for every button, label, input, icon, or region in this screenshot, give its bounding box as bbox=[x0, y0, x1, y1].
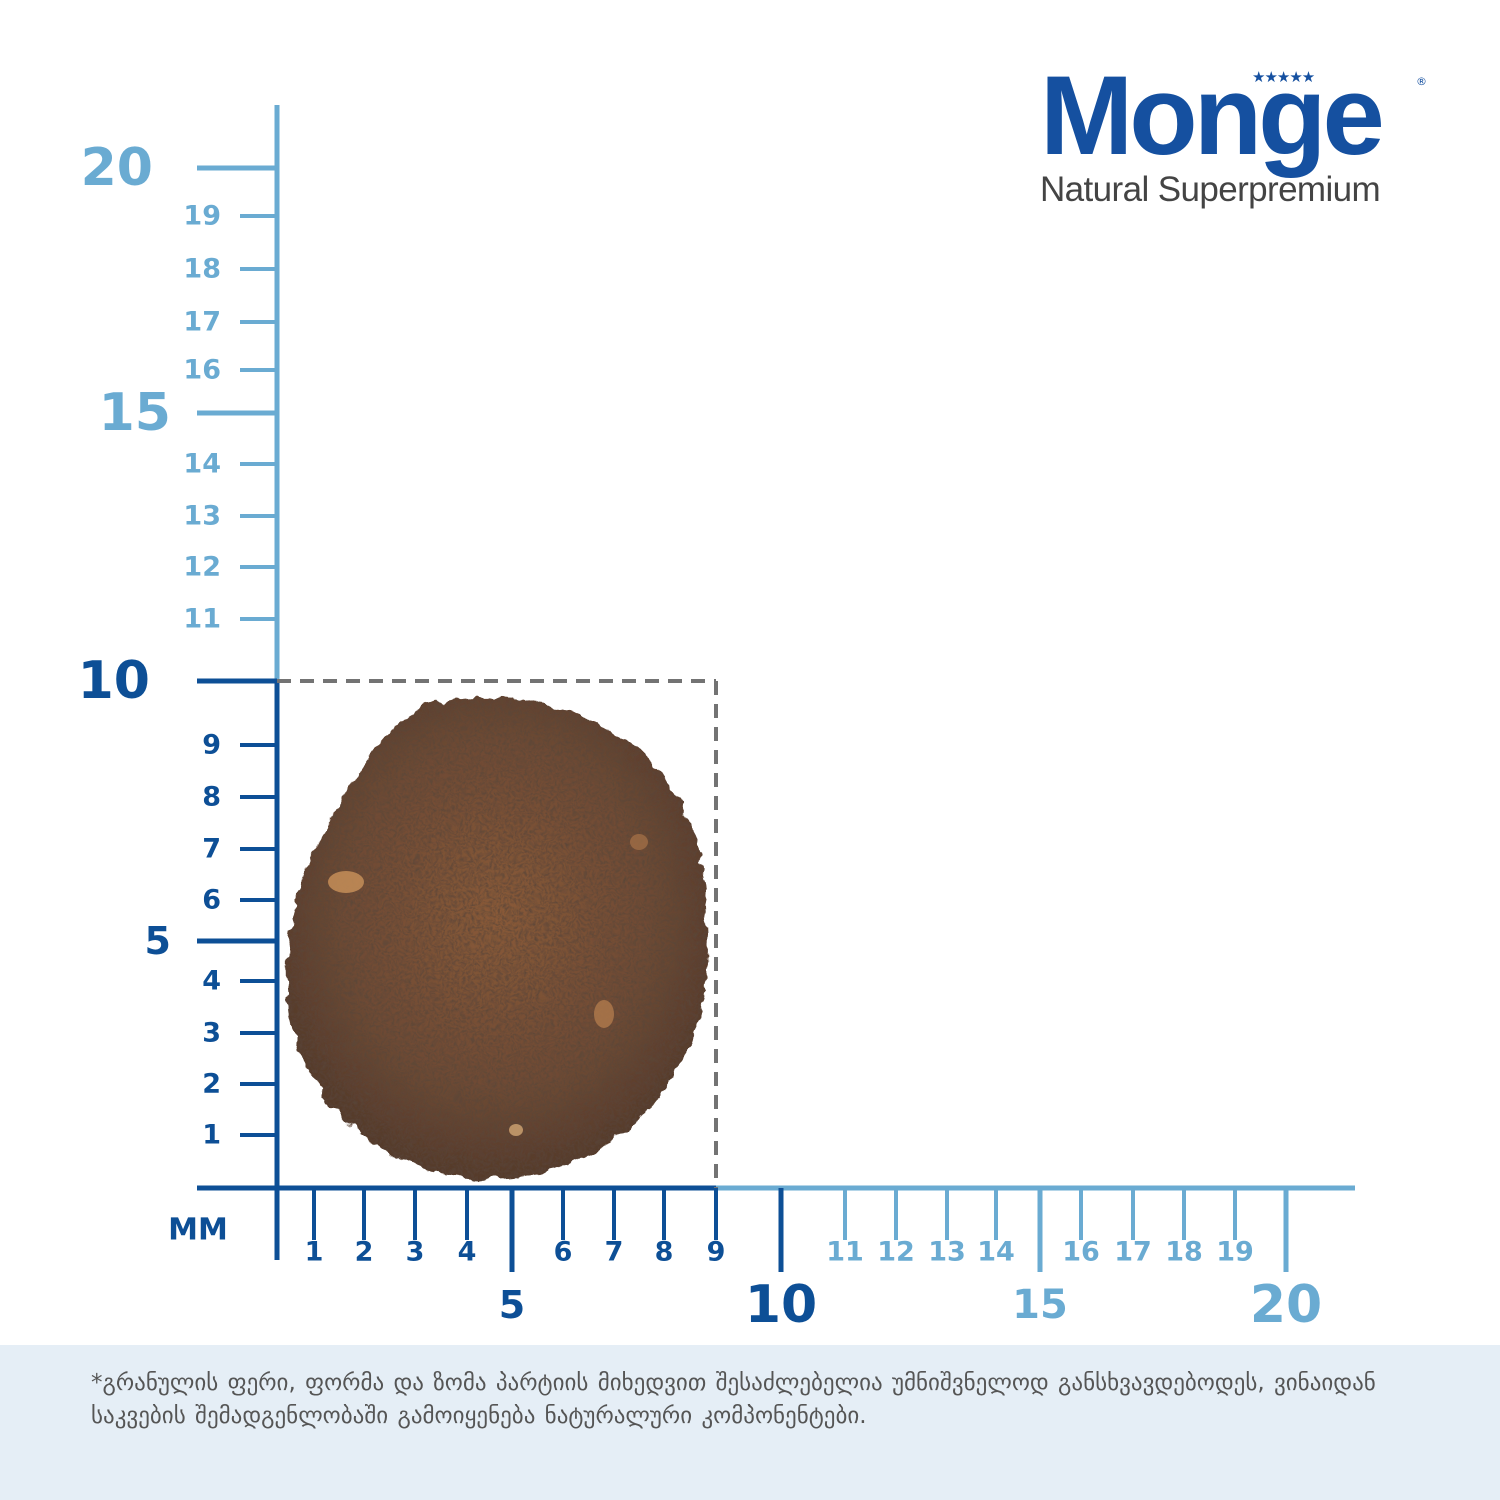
y-label-3: 3 bbox=[202, 1018, 221, 1049]
x-label-17: 17 bbox=[1114, 1237, 1152, 1268]
x-label-1: 1 bbox=[305, 1237, 324, 1268]
kibble-photo bbox=[284, 692, 712, 1182]
x-label-6: 6 bbox=[554, 1237, 573, 1268]
x-big-label-15: 15 bbox=[1012, 1282, 1068, 1328]
ruler-lines bbox=[197, 105, 1355, 1272]
y-label-17: 17 bbox=[183, 307, 221, 338]
y-label-9: 9 bbox=[202, 730, 221, 761]
brand-stars-icon: ★★★★★ bbox=[1252, 68, 1315, 86]
y-label-19: 19 bbox=[183, 201, 221, 232]
brand-logo: Monge ★★★★★ ® Natural Superpremium bbox=[1040, 60, 1430, 210]
y-big-label-15: 15 bbox=[99, 383, 171, 443]
x-label-9: 9 bbox=[707, 1237, 726, 1268]
y-big-label-5: 5 bbox=[145, 919, 171, 963]
y-label-8: 8 bbox=[202, 782, 221, 813]
x-label-18: 18 bbox=[1165, 1237, 1203, 1268]
y-label-13: 13 bbox=[183, 501, 221, 532]
y-label-18: 18 bbox=[183, 254, 221, 285]
x-label-14: 14 bbox=[977, 1237, 1015, 1268]
x-big-label-5: 5 bbox=[499, 1283, 525, 1327]
x-label-4: 4 bbox=[458, 1237, 477, 1268]
registered-mark: ® bbox=[1416, 75, 1427, 88]
y-label-4: 4 bbox=[202, 966, 221, 997]
x-big-label-20: 20 bbox=[1250, 1275, 1322, 1335]
y-big-label-20: 20 bbox=[81, 138, 153, 198]
y-big-label-10: 10 bbox=[78, 651, 150, 711]
y-label-7: 7 bbox=[202, 834, 221, 865]
x-label-3: 3 bbox=[406, 1237, 425, 1268]
x-label-2: 2 bbox=[355, 1237, 374, 1268]
x-label-8: 8 bbox=[655, 1237, 674, 1268]
y-label-14: 14 bbox=[183, 449, 221, 480]
x-label-7: 7 bbox=[605, 1237, 624, 1268]
y-label-12: 12 bbox=[183, 552, 221, 583]
y-label-1: 1 bbox=[202, 1120, 221, 1151]
y-label-6: 6 bbox=[202, 885, 221, 916]
y-label-16: 16 bbox=[183, 355, 221, 386]
x-label-19: 19 bbox=[1216, 1237, 1254, 1268]
y-label-11: 11 bbox=[183, 604, 221, 635]
brand-name: Monge bbox=[1040, 53, 1385, 178]
disclaimer-text: *გრანულის ფერი, ფორმა და ზომა პარტიის მი… bbox=[91, 1370, 1376, 1429]
x-label-11: 11 bbox=[826, 1237, 864, 1268]
x-label-16: 16 bbox=[1062, 1237, 1100, 1268]
x-big-label-10: 10 bbox=[745, 1275, 817, 1335]
x-label-13: 13 bbox=[928, 1237, 966, 1268]
x-label-12: 12 bbox=[877, 1237, 915, 1268]
disclaimer-panel: *გრანულის ფერი, ფორმა და ზომა პარტიის მი… bbox=[0, 1345, 1500, 1500]
unit-label: MM bbox=[168, 1213, 228, 1248]
y-label-2: 2 bbox=[202, 1069, 221, 1100]
brand-tagline: Natural Superpremium bbox=[1040, 170, 1381, 209]
